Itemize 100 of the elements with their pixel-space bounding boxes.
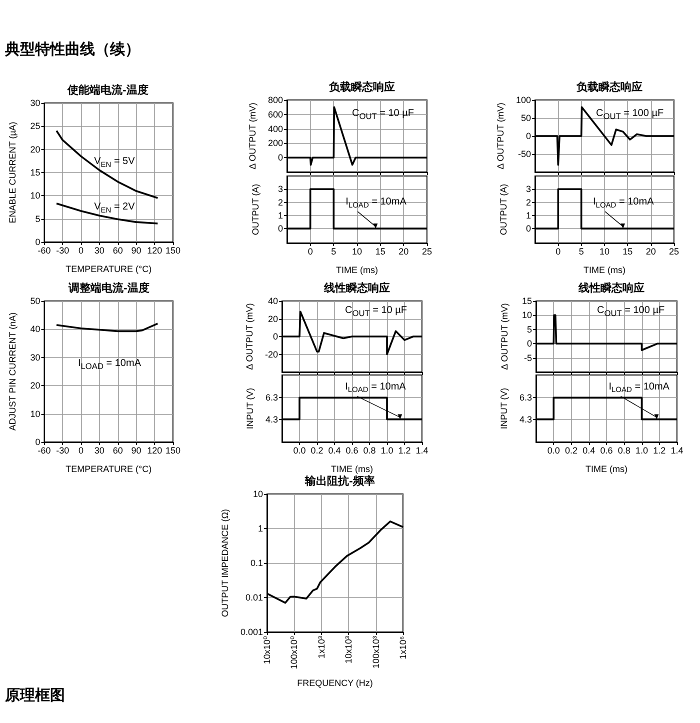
- x-tick-label: 1.4: [670, 446, 684, 456]
- x-tick-label: 15: [622, 246, 633, 256]
- y-tick-label: 10: [30, 408, 40, 419]
- chart-title: 使能端电流-温度: [66, 83, 148, 96]
- y-tick-label: 600: [268, 109, 283, 120]
- y-tick-label: 0: [272, 332, 278, 342]
- x-tick-label: 0.4: [582, 446, 596, 456]
- x-tick-label: 10: [599, 246, 610, 256]
- y-tick-label: 1: [258, 524, 263, 534]
- y-tick-label: 5: [35, 214, 40, 224]
- y-tick-label: 4.3: [519, 414, 532, 424]
- y-tick-label: 0: [526, 338, 532, 349]
- x-tick-label: 25: [422, 246, 432, 256]
- x-tick-label: 120: [147, 446, 162, 456]
- x-tick-label: -60: [38, 246, 51, 256]
- x-tick-label: 20: [398, 246, 409, 256]
- x-axis-title: TIME (ms): [336, 264, 378, 275]
- x-tick-label: 60: [112, 246, 123, 256]
- y-tick-label: 0: [526, 131, 531, 141]
- x-tick-label: 25: [668, 246, 680, 256]
- y-axis-title: INPUT (V): [499, 388, 510, 430]
- x-tick-label: 150: [165, 446, 181, 456]
- y-axis-title: ADJUST PIN CURRENT (nA): [8, 312, 18, 431]
- x-tick-label: 120: [147, 246, 162, 256]
- y-tick-label: 0.01: [245, 592, 263, 602]
- y-tick-label: 0: [278, 152, 283, 163]
- y-axis-title: OUTPUT (A): [498, 184, 508, 236]
- y-tick-label: 25: [30, 121, 40, 132]
- x-tick-label: 0.4: [328, 446, 341, 456]
- y-tick-label: -5: [524, 352, 532, 363]
- x-tick-label: -30: [56, 246, 70, 256]
- chart-title: 输出阻抗-频率: [304, 474, 375, 488]
- y-tick-label: 2: [526, 197, 531, 208]
- y-axis-title: OUTPUT IMPEDANCE (Ω): [220, 508, 230, 618]
- annotation: C$_{OUT}$ = 10 µF: [352, 108, 414, 121]
- x-tick-label: 0.6: [346, 446, 358, 456]
- chart-title: 线性瞬态响应: [578, 281, 644, 294]
- y-tick-label: 0: [35, 437, 40, 447]
- y-tick-label: 10: [252, 489, 263, 499]
- y-tick-label: 0: [35, 237, 40, 247]
- text: 原理框图: [5, 686, 65, 705]
- y-tick-label: 400: [268, 124, 283, 134]
- x-tick-label: 1.2: [398, 446, 411, 456]
- x-tick-label: 5: [331, 246, 336, 256]
- line-series: [56, 322, 159, 332]
- x-tick-label: 0.2: [310, 446, 324, 456]
- x-axis-title: FREQUENCY (Hz): [297, 678, 373, 688]
- text: 典型特性曲线（续）: [5, 40, 140, 59]
- x-axis-title: TIME (ms): [586, 464, 628, 474]
- x-tick-label: 1x10⁶: [398, 636, 408, 660]
- y-tick-label: 6.3: [265, 392, 278, 403]
- annotation: C$_{OUT}$ = 100 µF: [596, 108, 664, 121]
- x-tick-label: 150: [165, 246, 181, 256]
- y-tick-label: 0: [278, 224, 283, 234]
- y-tick-label: 15: [522, 296, 532, 306]
- y-tick-label: 15: [30, 168, 40, 178]
- x-axis-title: TIME (ms): [584, 264, 626, 275]
- y-tick-label: 10: [30, 190, 40, 201]
- x-tick-label: 5: [578, 246, 584, 256]
- line-series: [56, 202, 159, 224]
- y-tick-label: 50: [30, 296, 40, 306]
- y-tick-label: 0.001: [240, 627, 263, 637]
- annotation: C$_{OUT}$ = 10 µF: [345, 305, 407, 318]
- y-tick-label: 100: [516, 95, 531, 105]
- x-tick-label: 0.0: [547, 446, 560, 456]
- y-tick-label: 20: [30, 380, 40, 391]
- x-tick-label: 1.4: [416, 446, 428, 456]
- annotation: I$_{LOAD}$ = 10mA: [78, 358, 141, 371]
- x-tick-label: 30: [94, 246, 104, 256]
- x-tick-label: 10x10³: [344, 636, 354, 664]
- y-axis-title: Δ OUTPUT (mV): [496, 102, 506, 170]
- y-axis-title: OUTPUT (A): [250, 184, 260, 236]
- y-tick-label: 50: [520, 113, 531, 123]
- y-axis-title: Δ OUTPUT (mV): [499, 303, 510, 370]
- y-tick-label: 0.1: [250, 558, 263, 568]
- y-tick-label: 4.3: [265, 414, 278, 424]
- x-tick-label: 10: [352, 246, 362, 256]
- x-tick-label: 1x10³: [316, 636, 326, 659]
- x-tick-label: 1.0: [380, 446, 394, 456]
- x-tick-label: 20: [646, 246, 656, 256]
- x-axis-title: TIME (ms): [331, 464, 373, 474]
- x-tick-label: 0.8: [363, 446, 376, 456]
- x-tick-label: 1.0: [635, 446, 648, 456]
- y-tick-label: 3: [526, 184, 531, 194]
- y-tick-label: 20: [30, 144, 40, 154]
- x-tick-label: -60: [38, 446, 51, 456]
- x-axis-title: TEMPERATURE (°C): [66, 464, 152, 474]
- chart-title: 负载瞬态响应: [328, 80, 395, 94]
- x-tick-label: 30: [94, 446, 104, 456]
- y-tick-label: 40: [268, 296, 278, 306]
- x-tick-label: 10x10⁰: [262, 636, 272, 664]
- y-tick-label: 6.3: [519, 392, 532, 403]
- x-tick-label: 0.2: [564, 446, 578, 456]
- y-axis-title: INPUT (V): [245, 388, 256, 430]
- y-axis-title: ENABLE CURRENT (µA): [8, 122, 18, 224]
- y-tick-label: 1: [278, 210, 283, 220]
- x-tick-label: 15: [375, 246, 386, 256]
- y-tick-label: 5: [526, 324, 532, 334]
- y-tick-label: 1: [526, 210, 531, 220]
- x-tick-label: 60: [112, 446, 123, 456]
